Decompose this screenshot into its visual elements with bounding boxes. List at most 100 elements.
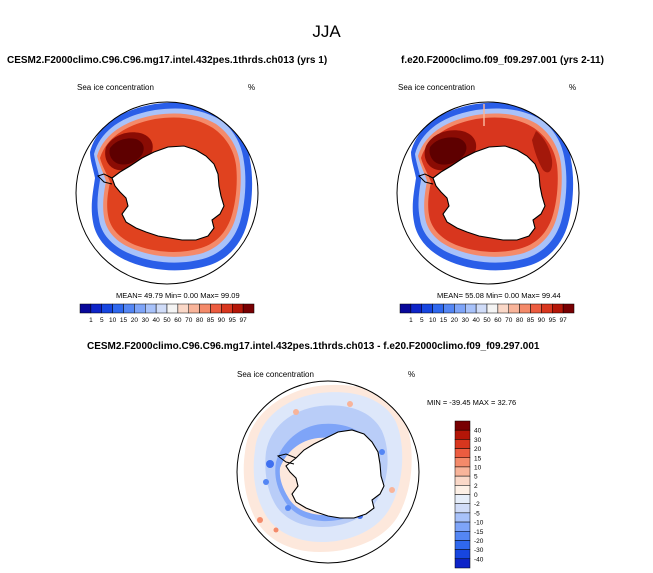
diff-colorbar-swatch [454,475,471,486]
diff-colorbar-tick-label: 2 [474,483,478,490]
right-antarctica-outline [432,145,546,241]
right-polar-map [396,101,580,285]
diff-colorbar-tick-label: 20 [474,446,482,453]
diff-colorbar-tick-label: 40 [474,428,482,435]
figure-title: JJA [312,22,341,41]
diff-colorbar-tick-label: -30 [474,547,484,554]
right-colorbar-tick-label: 30 [462,317,470,324]
right-colorbar-tick-label: 80 [516,317,524,324]
left-colorbar-tick-label: 97 [240,317,248,324]
diff-colorbar-swatch [454,429,471,440]
diff-colorbar-tick-label: -5 [474,510,480,517]
right-variable-label: Sea ice concentration [398,83,475,92]
right-stats-label: MEAN= 55.08 Min= 0.00 Max= 99.44 [437,291,561,300]
left-colorbar-swatch [188,303,200,314]
left-colorbar-swatch [90,303,103,314]
left-colorbar-tick-label: 70 [185,317,193,324]
diff-colorbar-swatch [454,439,471,449]
left-colorbar-swatch [242,303,255,314]
right-colorbar-swatch [465,303,477,314]
left-colorbar-tick-label: 80 [196,317,204,324]
right-colorbar-tick-label: 10 [429,317,437,324]
right-colorbar-swatch [552,303,564,314]
diff-colorbar-swatch [454,503,471,514]
diff-colorbar-swatch [454,466,471,477]
left-colorbar-swatch [166,303,179,314]
left-colorbar-tick-label: 5 [100,317,104,324]
right-colorbar-swatch [530,303,542,314]
diff-map-boundary [236,380,420,564]
diff-colorbar-tick-label: -40 [474,556,484,563]
diff-colorbar-swatch [454,512,471,523]
right-colorbar-tick-label: 70 [505,317,513,324]
left-colorbar-tick-label: 10 [109,317,117,324]
left-colorbar-tick-label: 60 [174,317,182,324]
left-map-boundary [75,101,259,285]
left-colorbar-swatch [155,303,168,314]
right-colorbar-tick-label: 5 [420,317,424,324]
left-colorbar-tick-label: 40 [153,317,161,324]
left-colorbar-swatch [177,303,190,314]
left-colorbar: 1 5 10 15 20 30 40 50 60 70 80 85 90 95 97 [79,303,255,324]
left-colorbar-tick-label: 90 [218,317,226,324]
diff-case-title: CESM2.F2000climo.C96.C96.mg17.intel.432p… [87,341,540,352]
diff-units-label: % [408,370,416,379]
diff-colorbar-swatch [454,531,471,541]
right-case-title: f.e20.F2000climo.f09_f09.297.001 (yrs 2-… [401,55,604,66]
left-units-label: % [248,83,256,92]
left-colorbar-swatch [199,303,211,314]
left-colorbar-tick-label: 30 [142,317,150,324]
diff-variable-label: Sea ice concentration [237,370,314,379]
diff-colorbar-tick-label: -20 [474,538,484,545]
right-colorbar-swatch [519,303,531,314]
right-colorbar-swatch [508,303,520,314]
right-colorbar-swatch [454,303,466,314]
left-colorbar-swatch [221,303,233,314]
diff-antarctica-outline [285,429,385,519]
left-stats-label: MEAN= 49.79 Min= 0.00 Max= 99.09 [116,291,240,300]
right-colorbar-tick-label: 85 [527,317,535,324]
diff-colorbar-tick-label: 30 [474,437,482,444]
diff-colorbar-tick-label: 15 [474,455,482,462]
diff-colorbar-swatch [454,521,471,532]
diff-colorbar-tick-label: -15 [474,529,484,536]
right-colorbar-swatch [421,303,433,314]
right-colorbar-swatch [562,303,575,314]
right-colorbar-swatch [475,303,488,314]
left-colorbar-tick-label: 85 [207,317,215,324]
right-colorbar-tick-label: 1 [409,317,413,324]
diff-colorbar-swatch [454,485,471,495]
left-case-title: CESM2.F2000climo.C96.C96.mg17.intel.432p… [7,55,328,66]
left-colorbar-swatch [134,303,146,314]
right-colorbar-swatch [497,303,510,314]
diff-colorbar-swatch [454,549,471,560]
right-colorbar-swatch [410,303,423,314]
diff-colorbar-tick-label: -2 [474,501,480,508]
left-colorbar-swatch [232,303,244,314]
left-colorbar-swatch [79,303,92,314]
right-colorbar-tick-label: 97 [560,317,568,324]
right-colorbar-tick-label: 20 [451,317,459,324]
diff-colorbar-tick-label: 5 [474,474,478,481]
left-colorbar-tick-label: 20 [131,317,139,324]
diff-colorbar-swatch [454,540,471,550]
right-colorbar-swatch [443,303,455,314]
left-colorbar-swatch [112,303,124,314]
right-colorbar-tick-label: 50 [483,317,491,324]
left-antarctica-outline [111,145,225,241]
right-colorbar-tick-label: 40 [473,317,481,324]
diff-stats-label: MIN = -39.45 MAX = 32.76 [427,398,517,407]
right-colorbar-swatch [541,303,553,314]
diff-polar-map [236,380,420,564]
left-colorbar-swatch [210,303,222,314]
right-colorbar-tick-label: 90 [538,317,546,324]
right-colorbar-swatch [432,303,444,314]
left-colorbar-tick-label: 95 [229,317,237,324]
left-colorbar-tick-label: 15 [120,317,128,324]
left-colorbar-tick-label: 1 [89,317,93,324]
diff-colorbar-swatch [454,558,471,569]
right-units-label: % [569,83,577,92]
right-colorbar-tick-label: 95 [549,317,557,324]
left-variable-label: Sea ice concentration [77,83,154,92]
